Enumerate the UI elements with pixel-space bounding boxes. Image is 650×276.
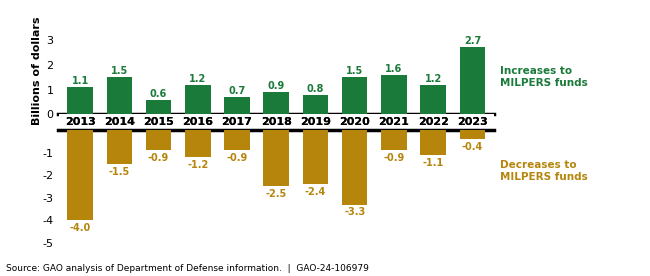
Text: 2015: 2015	[143, 117, 174, 127]
Text: 0.8: 0.8	[307, 84, 324, 94]
Text: 2017: 2017	[222, 117, 252, 127]
Bar	[381, 130, 407, 150]
Text: 2021: 2021	[378, 117, 410, 127]
Text: 2020: 2020	[339, 117, 370, 127]
Bar	[460, 130, 485, 139]
Text: 2018: 2018	[261, 117, 292, 127]
Text: -4.0: -4.0	[70, 223, 91, 233]
Text: 2.7: 2.7	[464, 36, 481, 46]
Text: 2020: 2020	[339, 117, 370, 127]
Bar	[460, 47, 485, 115]
Text: 1.5: 1.5	[111, 66, 128, 76]
Text: 2022: 2022	[418, 117, 448, 127]
Text: -3.3: -3.3	[344, 207, 365, 217]
Text: 2014: 2014	[104, 117, 135, 127]
Bar	[224, 97, 250, 115]
Text: -2.5: -2.5	[266, 189, 287, 199]
Bar	[107, 130, 132, 164]
Text: Source: GAO analysis of Department of Defense information.  |  GAO-24-106979: Source: GAO analysis of Department of De…	[6, 264, 369, 273]
Text: 0.7: 0.7	[228, 86, 246, 96]
Text: 2021: 2021	[378, 117, 410, 127]
Text: 2022: 2022	[418, 117, 448, 127]
Y-axis label: Billions of dollars: Billions of dollars	[32, 17, 42, 125]
Text: 2017: 2017	[222, 117, 252, 127]
Text: 2018: 2018	[261, 117, 292, 127]
Text: 2015: 2015	[143, 117, 174, 127]
Bar	[303, 95, 328, 115]
Bar	[107, 77, 132, 115]
Text: -0.4: -0.4	[462, 142, 483, 152]
Bar	[421, 85, 446, 115]
Text: 2019: 2019	[300, 117, 331, 127]
Text: Decreases to
MILPERS funds: Decreases to MILPERS funds	[500, 160, 588, 182]
Text: -1.2: -1.2	[187, 160, 209, 170]
Text: -0.9: -0.9	[384, 153, 404, 163]
Text: 2014: 2014	[104, 117, 135, 127]
Text: 2016: 2016	[182, 117, 213, 127]
Bar	[185, 130, 211, 157]
Text: 2013: 2013	[65, 117, 96, 127]
Bar	[224, 130, 250, 150]
Text: 0.6: 0.6	[150, 89, 167, 99]
Text: -1.5: -1.5	[109, 167, 130, 177]
Text: 2019: 2019	[300, 117, 331, 127]
Bar	[263, 92, 289, 115]
Bar	[146, 130, 172, 150]
Bar	[68, 130, 93, 220]
Text: 1.1: 1.1	[72, 76, 88, 86]
Text: 2013: 2013	[65, 117, 96, 127]
Bar	[263, 130, 289, 187]
Text: -2.4: -2.4	[305, 187, 326, 197]
Bar	[68, 87, 93, 115]
Text: 2023: 2023	[457, 117, 488, 127]
Text: -1.1: -1.1	[422, 158, 444, 168]
Text: 1.2: 1.2	[424, 74, 442, 84]
Bar	[342, 130, 367, 205]
Text: 0.9: 0.9	[268, 81, 285, 91]
Bar	[146, 100, 172, 115]
Text: Increases to
MILPERS funds: Increases to MILPERS funds	[500, 66, 588, 89]
Text: 1.5: 1.5	[346, 66, 363, 76]
Bar	[342, 77, 367, 115]
Text: 1.2: 1.2	[189, 74, 207, 84]
Bar	[381, 75, 407, 115]
Text: -0.9: -0.9	[148, 153, 169, 163]
Text: 2016: 2016	[182, 117, 213, 127]
Bar	[421, 130, 446, 155]
Text: -0.9: -0.9	[226, 153, 248, 163]
Bar	[303, 130, 328, 184]
Text: 1.6: 1.6	[385, 64, 402, 74]
Bar	[185, 85, 211, 115]
Text: 2023: 2023	[457, 117, 488, 127]
